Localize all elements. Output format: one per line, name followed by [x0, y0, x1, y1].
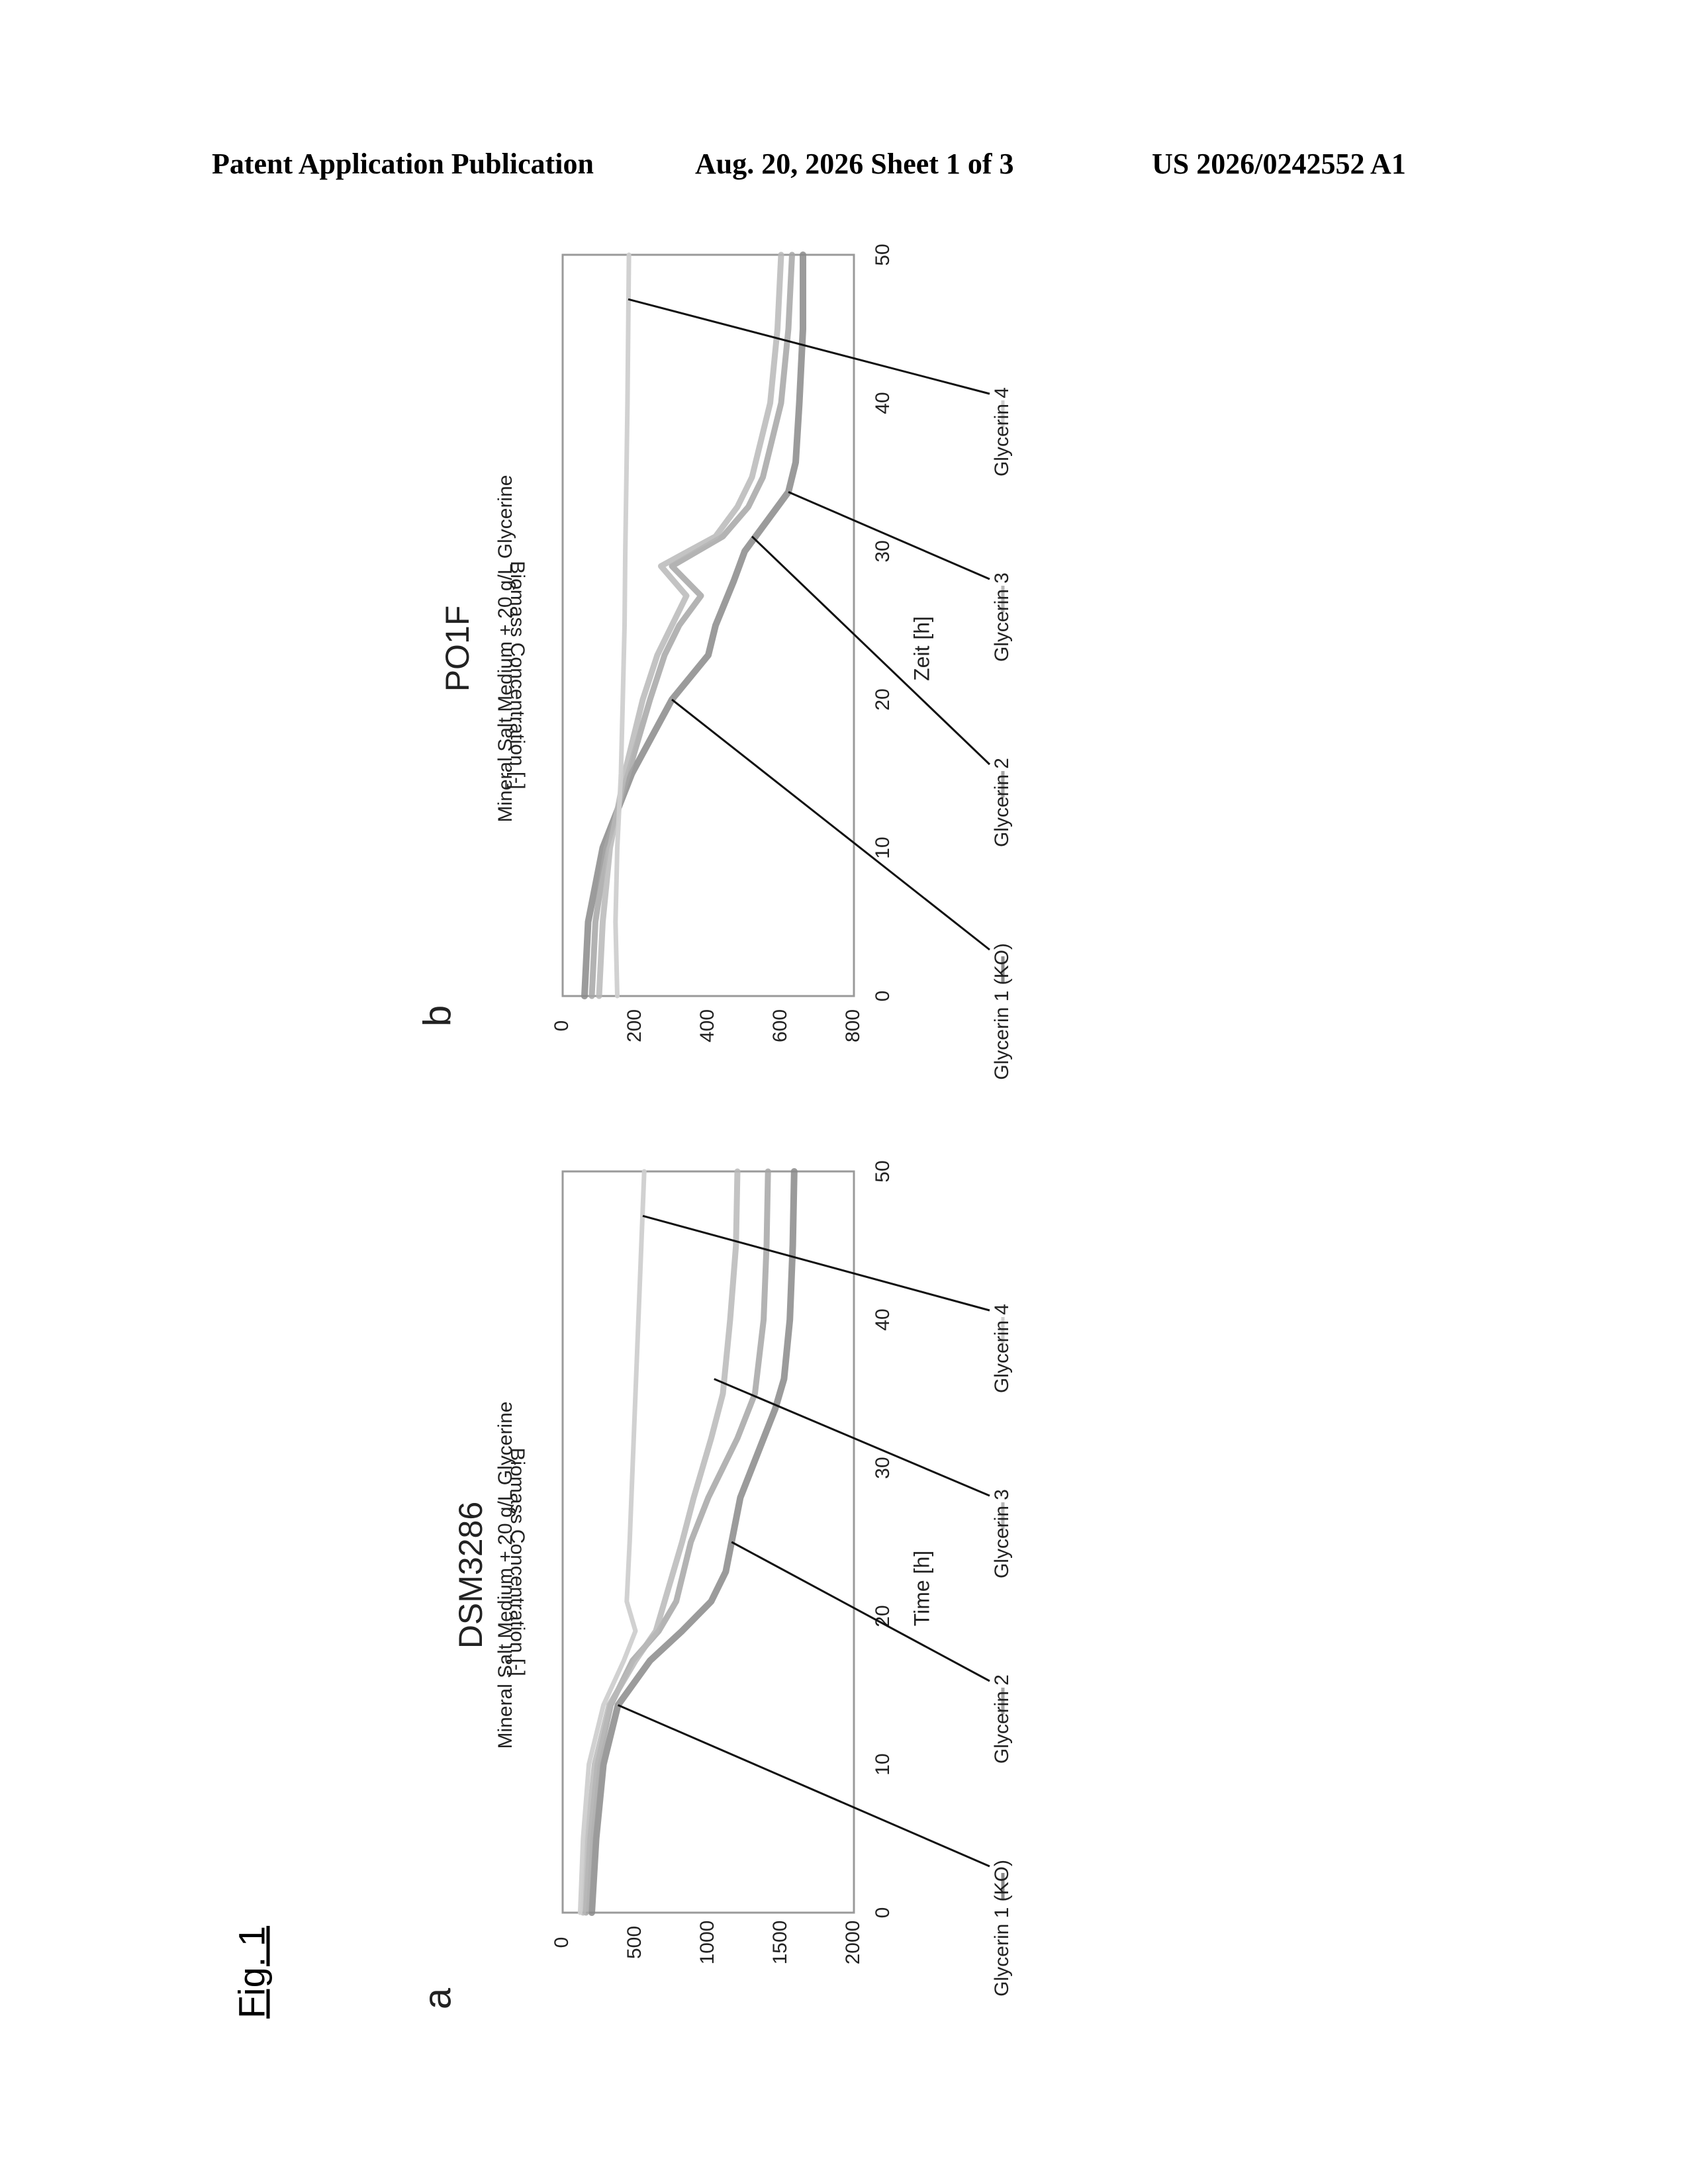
y-axis-label: Biomass Concentration [-]: [506, 561, 528, 789]
legend-item: Glycerin 4: [991, 1304, 1013, 1393]
legend-item: Glycerin 3: [991, 1489, 1013, 1578]
x-tick-label: 30: [872, 1457, 894, 1479]
x-axis-label: Time [h]: [910, 1551, 933, 1626]
legend-label: Glycerin 1 (KO): [991, 1860, 1013, 1997]
legend-label: Glycerin 2: [991, 758, 1013, 847]
x-tick-label: 50: [872, 1160, 894, 1182]
legend-label: Glycerin 4: [991, 1304, 1013, 1393]
y-tick-label: 0: [551, 1937, 573, 1948]
legend-label: Glycerin 2: [991, 1674, 1013, 1764]
y-tick-label: 800: [842, 1009, 864, 1042]
figure-label-text: Fig. 1: [230, 1926, 273, 2019]
legend-item: Glycerin 2: [991, 758, 1013, 847]
y-tick-label: 2000: [842, 1921, 864, 1965]
panel-label: a: [416, 1987, 459, 2009]
legend-label: Glycerin 3: [991, 1489, 1013, 1578]
legend-item: Glycerin 4: [991, 387, 1013, 477]
panel-label: b: [416, 1005, 459, 1026]
x-axis-label: Zeit [h]: [910, 616, 933, 681]
y-axis-label: Biomass Concentration [-]: [506, 1447, 528, 1676]
y-tick-label: 0: [551, 1021, 573, 1032]
legend-label: Glycerin 3: [991, 572, 1013, 662]
y-tick-label: 600: [769, 1009, 791, 1042]
x-tick-label: 40: [872, 392, 894, 414]
legend-label: Glycerin 4: [991, 387, 1013, 477]
y-tick-label: 1500: [769, 1921, 791, 1965]
chart-panel-a: aDSM3286Mineral Salt Medium + 20 g/L Gly…: [416, 1160, 1013, 2009]
x-tick-label: 20: [872, 688, 894, 710]
y-tick-label: 400: [696, 1009, 718, 1042]
x-tick-label: 50: [872, 244, 894, 265]
x-tick-label: 10: [872, 1753, 894, 1775]
chart-title: PO1F: [439, 606, 476, 692]
legend-item: Glycerin 1 (KO): [991, 943, 1013, 1080]
x-tick-label: 10: [872, 837, 894, 858]
legend-item: Glycerin 1 (KO): [991, 1860, 1013, 1997]
y-tick-label: 500: [624, 1926, 645, 1959]
legend-item: Glycerin 2: [991, 1674, 1013, 1764]
legend-item: Glycerin 3: [991, 572, 1013, 662]
x-tick-label: 0: [872, 1907, 894, 1919]
y-tick-label: 200: [624, 1009, 645, 1042]
chart-panel-b: bPO1FMineral Salt Medium + 20 g/L Glycer…: [416, 244, 1013, 1079]
x-tick-label: 0: [872, 991, 894, 1002]
x-tick-label: 40: [872, 1308, 894, 1330]
x-tick-label: 30: [872, 540, 894, 562]
y-tick-label: 1000: [696, 1921, 718, 1965]
chart-title: DSM3286: [452, 1502, 489, 1649]
plot-area: [563, 1171, 854, 1913]
legend-label: Glycerin 1 (KO): [991, 943, 1013, 1080]
figure-label: Fig. 1: [215, 1919, 288, 2025]
